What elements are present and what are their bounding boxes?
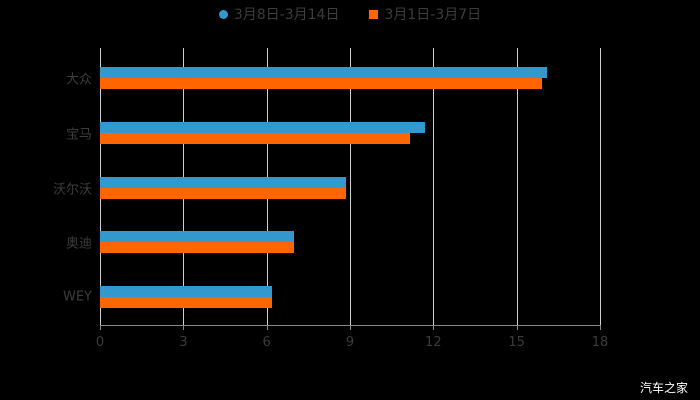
- y-category-label: 沃尔沃: [52, 182, 92, 197]
- legend-label: 3月1日-3月7日: [384, 7, 482, 23]
- x-tick-label: 0: [95, 335, 105, 350]
- y-category-label: WEY: [62, 289, 92, 305]
- gridline: [350, 48, 351, 327]
- bar-series-2[interactable]: [100, 242, 295, 254]
- x-tick: [100, 325, 101, 330]
- gridline: [433, 48, 435, 327]
- plot-area: [100, 48, 601, 327]
- legend-square-icon: [369, 9, 379, 19]
- watermark: 汽车之家: [639, 381, 688, 395]
- y-category-label: 奥迪: [65, 236, 92, 252]
- x-tick-label: 18: [591, 335, 609, 350]
- bar-series-1[interactable]: [100, 121, 425, 133]
- x-tick-label: 6: [262, 335, 271, 350]
- x-tick: [433, 325, 435, 330]
- legend-label: 3月8日-3月14日: [233, 7, 340, 23]
- bar-series-2[interactable]: [100, 297, 273, 308]
- bar-series-1[interactable]: [100, 286, 273, 297]
- x-tick-label: 9: [345, 335, 355, 350]
- bar-series-1[interactable]: [100, 231, 295, 243]
- legend-item-series-2[interactable]: 3月1日-3月7日: [369, 4, 481, 24]
- chart-legend: 3月8日-3月14日 3月1日-3月7日: [0, 4, 700, 24]
- bar-series-2[interactable]: [100, 187, 346, 199]
- legend-circle-icon: [218, 9, 228, 19]
- x-tick: [350, 325, 351, 330]
- legend-item-series-1[interactable]: 3月8日-3月14日: [218, 4, 340, 24]
- x-tick: [183, 325, 185, 330]
- x-tick-label: 12: [425, 335, 442, 350]
- x-tick-label: 3: [179, 335, 188, 350]
- x-tick: [600, 325, 601, 330]
- y-category-label: 宝马: [65, 127, 92, 143]
- gridline: [516, 48, 518, 327]
- bar-series-1[interactable]: [100, 176, 346, 188]
- gridline: [600, 48, 601, 327]
- bar-series-2[interactable]: [100, 78, 542, 89]
- x-tick-label: 15: [508, 335, 525, 350]
- bar-series-1[interactable]: [100, 67, 548, 78]
- bar-series-2[interactable]: [100, 132, 410, 144]
- x-tick: [266, 325, 268, 330]
- y-category-label: 大众: [65, 72, 92, 88]
- x-tick: [516, 325, 518, 330]
